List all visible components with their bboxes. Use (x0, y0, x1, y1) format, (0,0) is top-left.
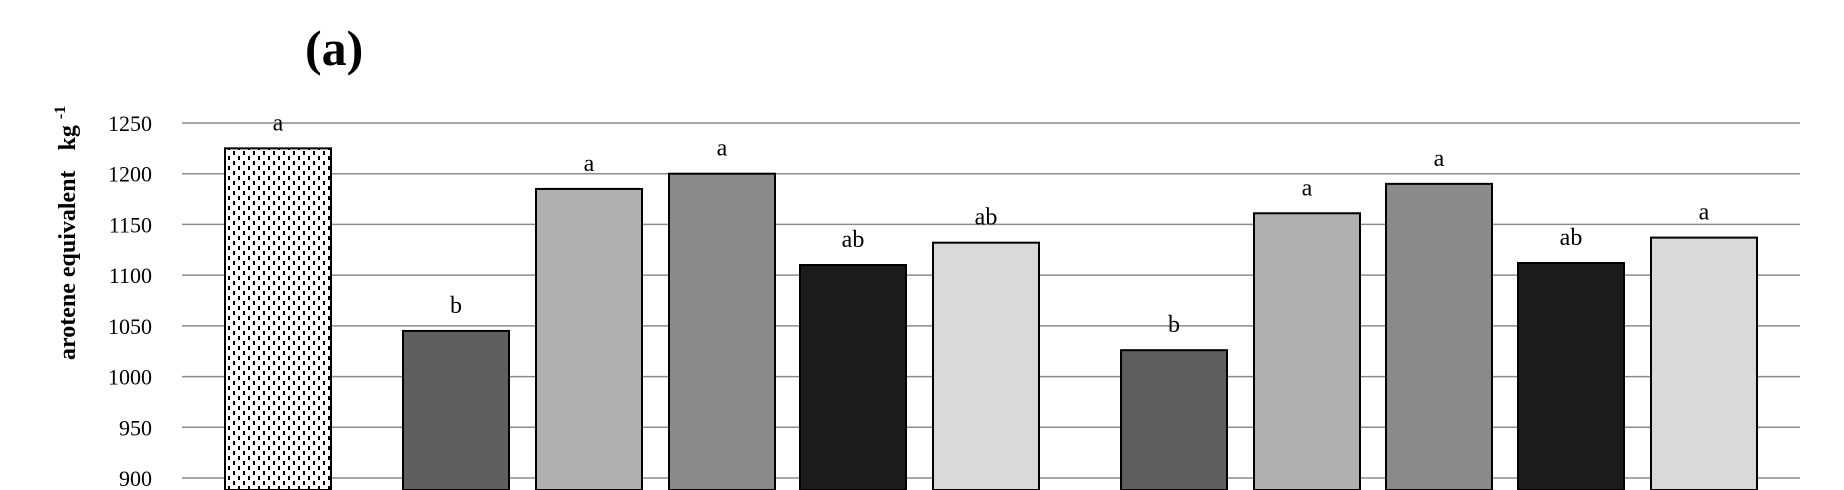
y-axis-label: arotene equivalent kg -1 (52, 106, 81, 360)
y-tick-label: 1000 (108, 365, 152, 390)
bar-label: b (450, 293, 462, 319)
bar-label: a (1699, 200, 1710, 226)
panel-label: (a) (305, 20, 363, 76)
bar (224, 147, 332, 490)
bar (402, 329, 510, 490)
bars (224, 147, 1758, 490)
bar (535, 187, 643, 490)
y-axis-label-text: arotene equivalent (55, 170, 81, 360)
bar (668, 172, 776, 490)
bar (799, 264, 907, 490)
bar (1385, 182, 1493, 490)
y-tick-label: 950 (119, 415, 152, 440)
y-tick-label: 1200 (108, 162, 152, 187)
bar-label: a (1302, 175, 1313, 201)
bar (1253, 212, 1361, 490)
bar (1517, 261, 1625, 490)
bar-label: a (1434, 146, 1445, 172)
bar-label: a (717, 136, 728, 162)
bar (932, 241, 1040, 490)
y-axis-unit-exponent: -1 (52, 106, 69, 119)
y-axis-unit: kg (55, 125, 81, 150)
bar-label: ab (975, 205, 998, 231)
bar-label: a (273, 110, 284, 136)
y-tick-label: 1150 (109, 212, 152, 237)
bar-label: ab (842, 227, 865, 253)
y-tick-labels: 900 950 1000 1050 1100 1150 1200 1250 (108, 111, 152, 490)
y-tick-label: 900 (119, 466, 152, 490)
bar-label: ab (1560, 225, 1583, 251)
y-tick-label: 1100 (109, 263, 152, 288)
y-tick-label: 1250 (108, 111, 152, 136)
bar (1120, 349, 1228, 490)
bar-label: a (584, 151, 595, 177)
bar-label: b (1168, 312, 1180, 338)
y-tick-label: 1050 (108, 314, 152, 339)
bar (1650, 236, 1758, 490)
